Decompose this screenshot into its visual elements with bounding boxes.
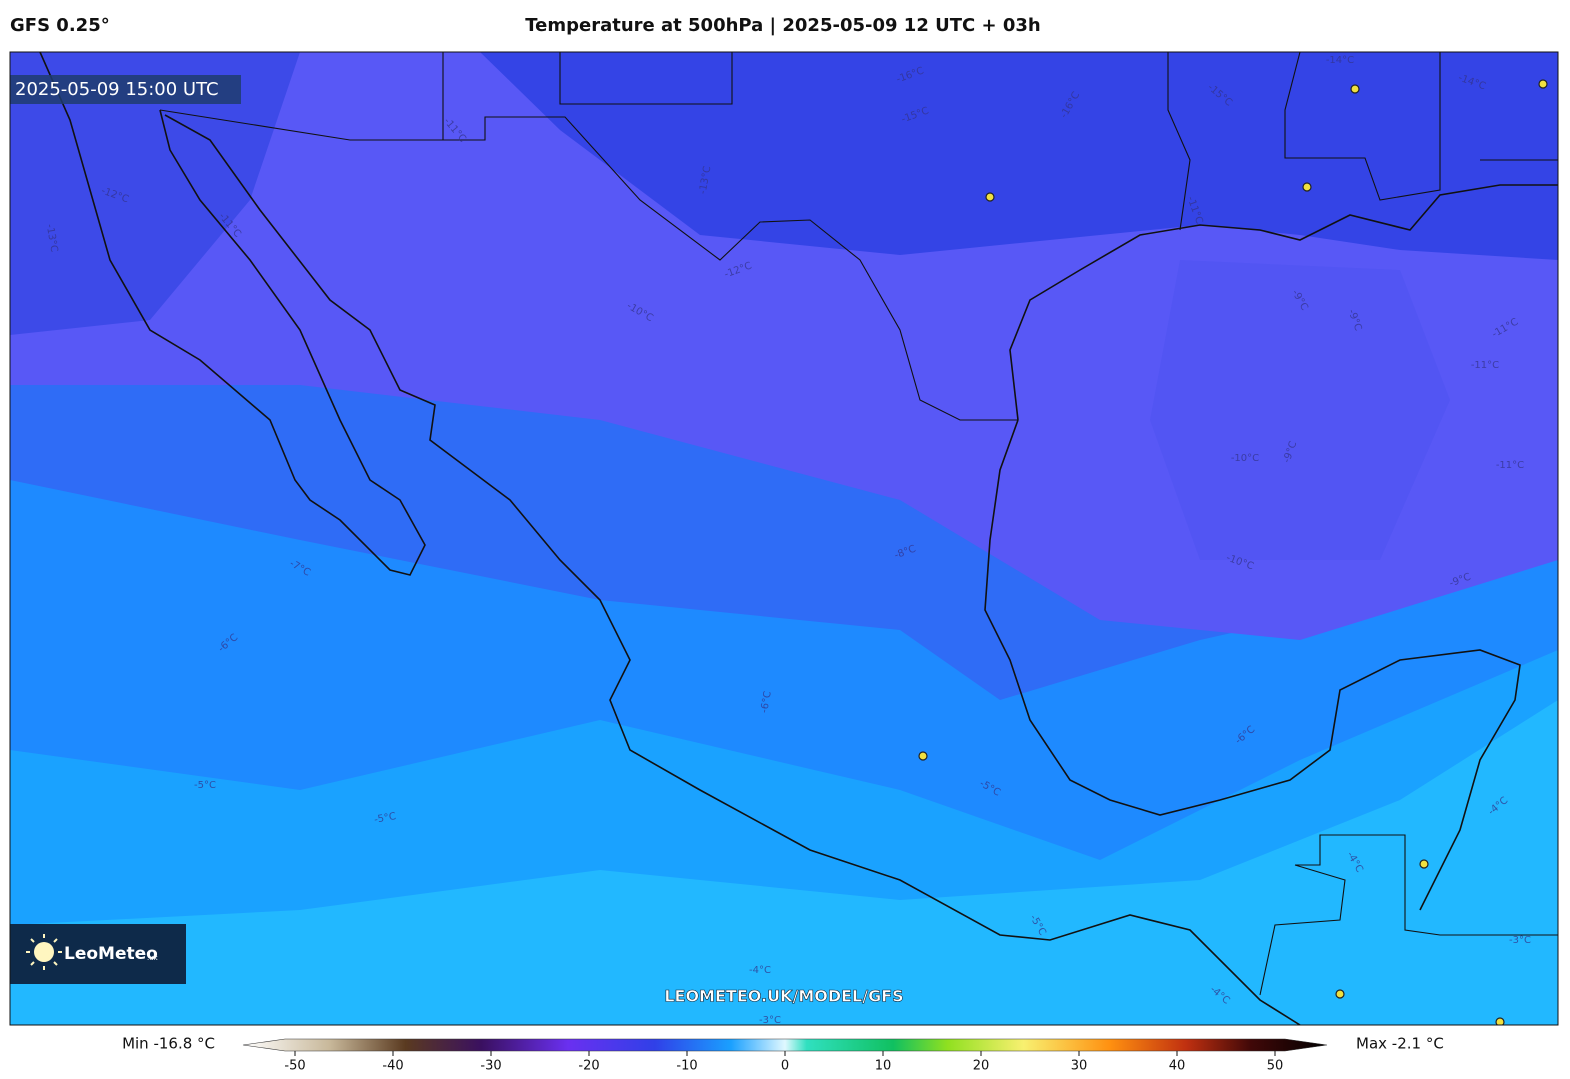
contour-label: -13°C xyxy=(698,165,714,195)
colorbar-tick-label: 40 xyxy=(1169,1059,1186,1074)
colorbar-tick-label: 50 xyxy=(1267,1059,1284,1074)
colorbar-ticks: -50 -40 -30 -20 -10 0 10 20 30 40 50 xyxy=(284,1051,1283,1074)
logo-sun xyxy=(34,942,54,962)
max-label: Max -2.1 °C xyxy=(1356,1035,1444,1053)
contour-label: -4°C xyxy=(749,965,771,976)
contour-label: -10°C xyxy=(1231,453,1259,464)
map-frame xyxy=(9,51,1559,1026)
contour-label: -3°C xyxy=(1509,935,1531,946)
field-band xyxy=(480,52,1558,260)
colorbar-tick-label: -50 xyxy=(284,1059,305,1074)
colorbar-tick-label: -40 xyxy=(382,1059,403,1074)
contour-label: -3°C xyxy=(759,1015,781,1026)
watermark: LEOMETEO.UK/MODEL/GFS xyxy=(664,987,903,1006)
colorbar-tick-label: 20 xyxy=(973,1059,990,1074)
colorbar-tick-label: 10 xyxy=(875,1059,892,1074)
contour-label: -11°C xyxy=(1496,460,1524,471)
time-box xyxy=(10,75,241,104)
logo-suffix: .uk xyxy=(147,954,159,962)
model-name: GFS 0.25° xyxy=(10,15,110,36)
contour-label: -6°C xyxy=(759,690,774,714)
min-label: Min -16.8 °C xyxy=(122,1035,215,1053)
contour-label: -5°C xyxy=(194,780,216,791)
logo-rays xyxy=(26,934,62,970)
coastlines xyxy=(39,52,1558,1025)
borders xyxy=(159,52,1558,996)
colorbar-tick-label: -10 xyxy=(676,1059,697,1074)
field-band xyxy=(10,52,300,335)
contour-label: -13°C xyxy=(44,223,60,253)
logo-text: LeoMeteo xyxy=(64,944,158,964)
map-area: -16°C-15°C -16°C -15°C-14°C-14°C-13°C-12°C… xyxy=(10,52,1558,1026)
contour-label: -5°C xyxy=(373,811,397,826)
valid-time: 2025-05-09 15:00 UTC xyxy=(15,79,219,100)
contour-label: -11°C xyxy=(1471,360,1499,371)
colorbar-tick-label: -30 xyxy=(480,1059,501,1074)
map-title: Temperature at 500hPa | 2025-05-09 12 UT… xyxy=(525,15,1040,36)
city-markers xyxy=(918,79,1548,1025)
colorbar-tick-label: -20 xyxy=(578,1059,599,1074)
contour-label: -14°C xyxy=(1326,55,1354,66)
colorbar-tick-label: 30 xyxy=(1071,1059,1088,1074)
colorbar xyxy=(242,1038,1328,1052)
field-band xyxy=(1150,260,1450,560)
colorbar-tick-label: 0 xyxy=(781,1059,789,1074)
